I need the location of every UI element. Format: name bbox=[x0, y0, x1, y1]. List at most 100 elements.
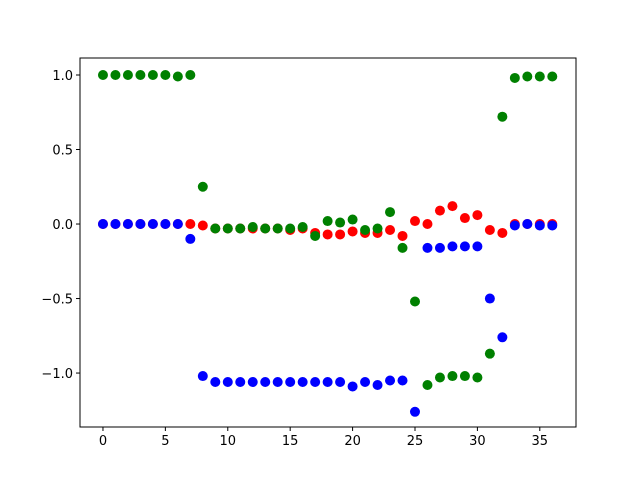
point bbox=[484, 348, 495, 359]
point bbox=[235, 223, 246, 234]
point bbox=[172, 71, 183, 82]
x-tick-label: 0 bbox=[99, 434, 107, 449]
point bbox=[185, 233, 196, 244]
y-tick-label: 1.0 bbox=[52, 69, 73, 84]
point bbox=[210, 223, 221, 234]
point bbox=[409, 216, 420, 227]
point bbox=[397, 242, 408, 253]
point bbox=[322, 229, 333, 240]
point bbox=[472, 241, 483, 252]
y-tick-label: 0.0 bbox=[52, 218, 73, 233]
point bbox=[422, 379, 433, 390]
point bbox=[110, 69, 121, 80]
point bbox=[335, 229, 346, 240]
point bbox=[397, 375, 408, 386]
point bbox=[360, 376, 371, 387]
point bbox=[534, 71, 545, 82]
point bbox=[484, 293, 495, 304]
point bbox=[509, 220, 520, 231]
point bbox=[272, 223, 283, 234]
point bbox=[459, 371, 470, 382]
point bbox=[484, 224, 495, 235]
point bbox=[472, 372, 483, 383]
point bbox=[409, 296, 420, 307]
point bbox=[372, 223, 383, 234]
point bbox=[185, 219, 196, 230]
point bbox=[347, 226, 358, 237]
point bbox=[434, 242, 445, 253]
point bbox=[335, 376, 346, 387]
point bbox=[260, 223, 271, 234]
x-tick-label: 5 bbox=[161, 434, 169, 449]
point bbox=[197, 371, 208, 382]
point bbox=[122, 219, 133, 230]
point bbox=[422, 242, 433, 253]
point bbox=[522, 219, 533, 230]
point bbox=[310, 230, 321, 241]
point bbox=[360, 224, 371, 235]
point bbox=[497, 332, 508, 343]
point bbox=[222, 223, 233, 234]
x-tick-label: 30 bbox=[469, 434, 486, 449]
point bbox=[322, 376, 333, 387]
point bbox=[459, 241, 470, 252]
point bbox=[110, 219, 121, 230]
plot-frame bbox=[79, 57, 577, 428]
y-tick-label: −1.0 bbox=[41, 367, 73, 382]
point bbox=[385, 375, 396, 386]
point bbox=[210, 376, 221, 387]
point bbox=[322, 216, 333, 227]
point bbox=[222, 376, 233, 387]
x-tick-label: 25 bbox=[407, 434, 424, 449]
point bbox=[260, 376, 271, 387]
point bbox=[247, 222, 258, 233]
point bbox=[347, 381, 358, 392]
point bbox=[335, 217, 346, 228]
point bbox=[347, 214, 358, 225]
point bbox=[372, 379, 383, 390]
point bbox=[285, 376, 296, 387]
point bbox=[122, 69, 133, 80]
point bbox=[472, 210, 483, 221]
point bbox=[547, 71, 558, 82]
point bbox=[409, 406, 420, 417]
point bbox=[135, 219, 146, 230]
point bbox=[522, 71, 533, 82]
x-tick-label: 35 bbox=[532, 434, 549, 449]
point bbox=[310, 376, 321, 387]
point bbox=[459, 213, 470, 224]
point bbox=[135, 69, 146, 80]
point bbox=[422, 219, 433, 230]
point bbox=[160, 69, 171, 80]
point bbox=[160, 219, 171, 230]
point bbox=[447, 371, 458, 382]
point bbox=[547, 220, 558, 231]
point bbox=[97, 219, 108, 230]
point bbox=[447, 241, 458, 252]
point bbox=[172, 219, 183, 230]
point bbox=[235, 376, 246, 387]
x-tick-label: 20 bbox=[344, 434, 361, 449]
point bbox=[534, 220, 545, 231]
point bbox=[434, 205, 445, 216]
point bbox=[147, 69, 158, 80]
point bbox=[385, 224, 396, 235]
point bbox=[297, 376, 308, 387]
point bbox=[272, 376, 283, 387]
point bbox=[97, 69, 108, 80]
point bbox=[285, 223, 296, 234]
point bbox=[185, 69, 196, 80]
point bbox=[197, 181, 208, 192]
point bbox=[197, 220, 208, 231]
point bbox=[434, 372, 445, 383]
point bbox=[297, 222, 308, 233]
point bbox=[497, 227, 508, 238]
x-tick-label: 10 bbox=[220, 434, 237, 449]
point bbox=[497, 111, 508, 122]
point bbox=[447, 201, 458, 212]
y-tick-label: 0.5 bbox=[52, 144, 73, 159]
x-tick-label: 15 bbox=[282, 434, 299, 449]
